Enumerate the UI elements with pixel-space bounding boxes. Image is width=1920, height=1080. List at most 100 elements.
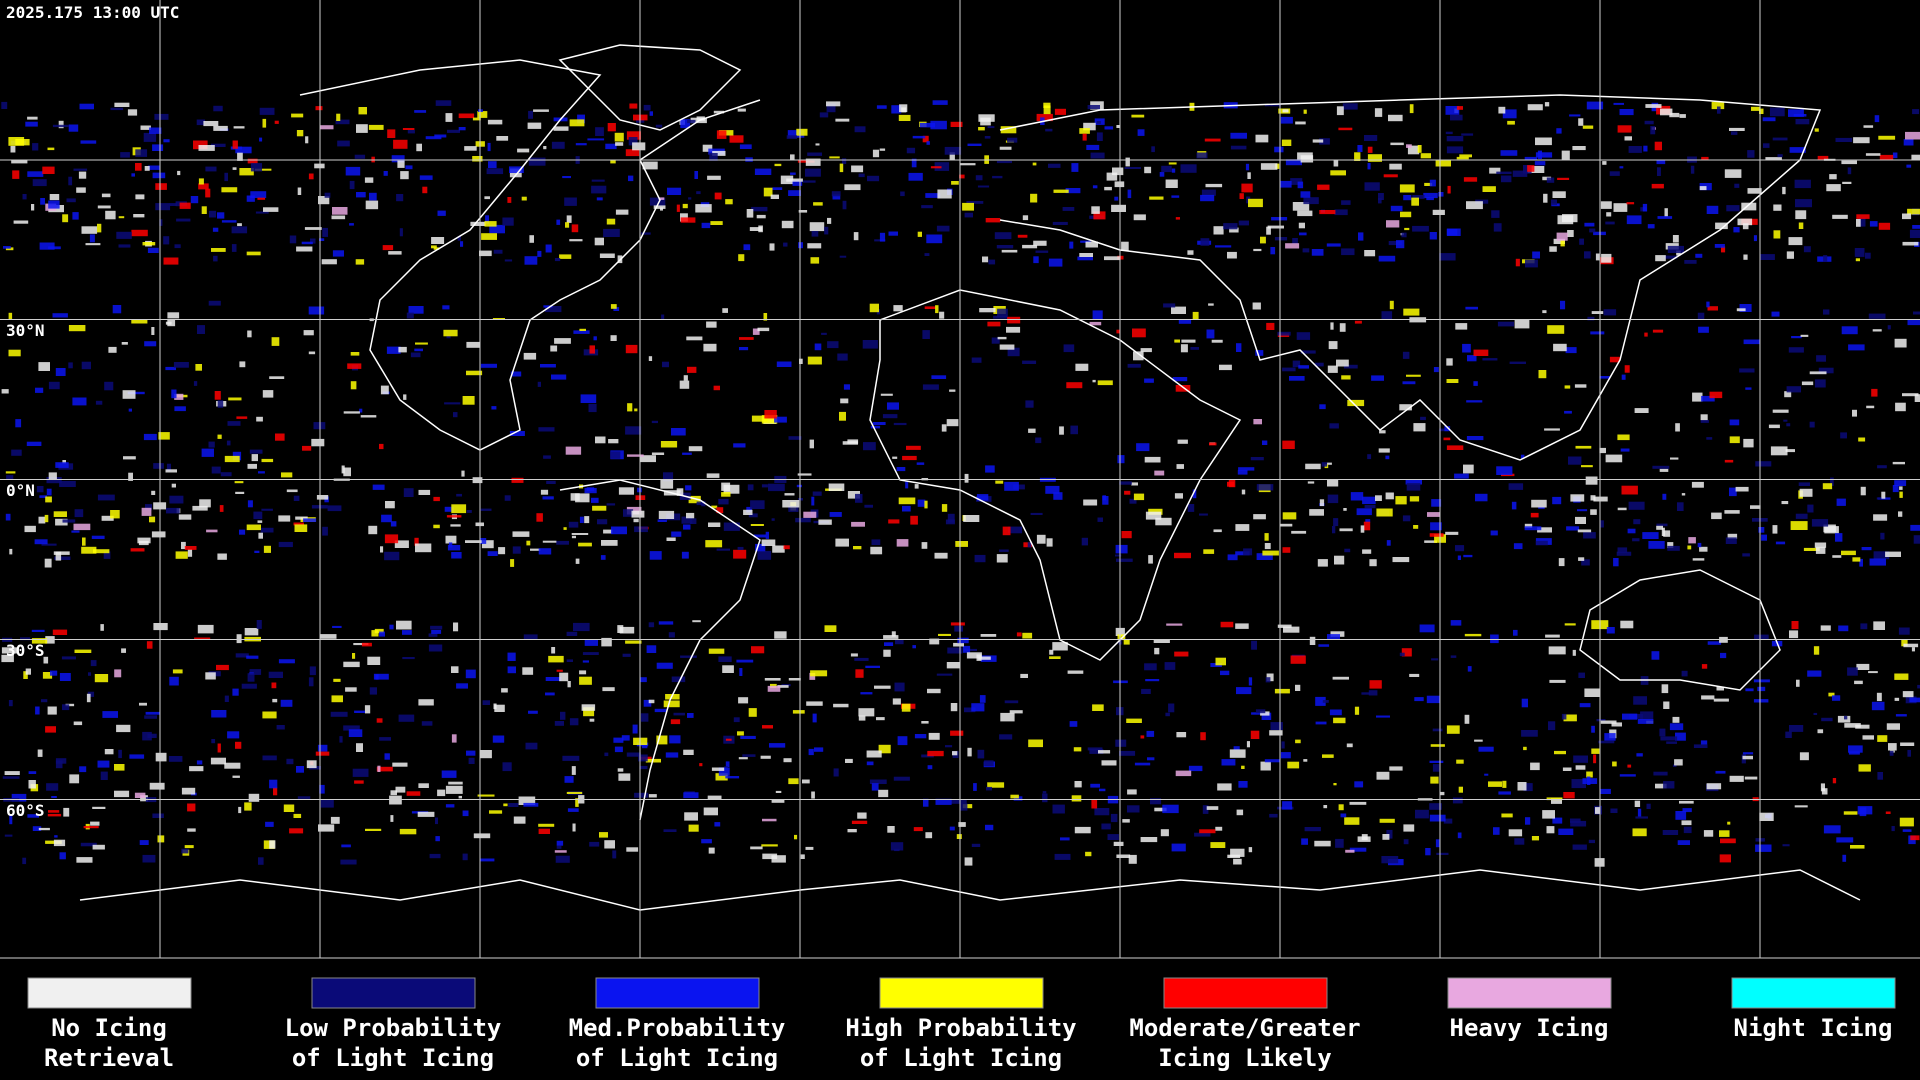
- icing-pixel: [1166, 623, 1183, 626]
- icing-pixel: [456, 683, 468, 689]
- icing-pixel: [1405, 479, 1422, 485]
- icing-pixel: [566, 215, 572, 223]
- icing-pixel: [1230, 848, 1245, 857]
- icing-pixel: [1456, 106, 1463, 110]
- icing-pixel: [1389, 163, 1402, 170]
- icing-pixel: [377, 765, 381, 772]
- icing-pixel: [855, 493, 863, 503]
- icing-pixel: [1877, 465, 1887, 469]
- icing-pixel: [999, 146, 1012, 150]
- icing-pixel: [181, 848, 189, 854]
- icing-pixel: [1626, 215, 1642, 225]
- icing-pixel: [1877, 735, 1888, 742]
- icing-pixel: [1765, 157, 1782, 160]
- icing-pixel: [249, 669, 262, 675]
- icing-pixel: [151, 490, 156, 495]
- icing-pixel: [1175, 770, 1192, 777]
- icing-pixel: [1502, 780, 1507, 788]
- icing-pixel: [447, 129, 460, 133]
- icing-pixel: [1743, 339, 1760, 345]
- icing-pixel: [1079, 253, 1093, 257]
- icing-pixel: [1438, 192, 1444, 197]
- icing-pixel: [1747, 150, 1755, 158]
- icing-pixel: [1343, 364, 1358, 369]
- icing-pixel: [739, 347, 749, 351]
- icing-pixel: [39, 242, 55, 250]
- icing-pixel: [1236, 809, 1244, 816]
- icing-pixel: [1215, 657, 1226, 666]
- icing-pixel: [1514, 838, 1525, 845]
- icing-pixel: [1823, 524, 1836, 533]
- icing-pixel: [742, 754, 756, 757]
- icing-pixel: [144, 341, 157, 347]
- icing-pixel: [1739, 304, 1752, 312]
- icing-pixel: [48, 810, 60, 813]
- icing-pixel: [34, 539, 48, 545]
- icing-pixel: [1482, 358, 1498, 361]
- icing-pixel: [83, 826, 99, 829]
- icing-pixel: [1154, 647, 1160, 655]
- icing-pixel: [217, 400, 224, 408]
- icing-pixel: [1636, 753, 1643, 757]
- icing-pixel: [1104, 186, 1112, 191]
- icing-pixel: [1640, 711, 1654, 720]
- icing-pixel: [1237, 470, 1248, 475]
- icing-pixel: [90, 660, 97, 667]
- icing-pixel: [1716, 686, 1724, 691]
- icing-pixel: [575, 493, 590, 503]
- icing-pixel: [314, 163, 325, 169]
- icing-pixel: [341, 844, 351, 848]
- icing-pixel: [1429, 533, 1444, 537]
- icing-pixel: [1467, 355, 1477, 362]
- icing-pixel: [356, 743, 363, 752]
- icing-pixel: [1662, 830, 1679, 835]
- icing-pixel: [1538, 506, 1545, 509]
- icing-pixel: [232, 688, 239, 696]
- icing-pixel: [1101, 760, 1117, 766]
- icing-pixel: [1094, 808, 1110, 816]
- icing-pixel: [1429, 814, 1446, 822]
- icing-pixel: [1065, 188, 1081, 194]
- icing-pixel: [761, 539, 776, 546]
- icing-pixel: [921, 721, 929, 724]
- icing-pixel: [151, 327, 155, 335]
- icing-pixel: [569, 239, 583, 242]
- icing-pixel: [1042, 793, 1048, 803]
- icing-pixel: [787, 130, 805, 138]
- icing-pixel: [1588, 839, 1595, 844]
- icing-pixel: [1403, 839, 1409, 845]
- icing-pixel: [872, 422, 886, 425]
- icing-pixel: [1537, 527, 1552, 533]
- icing-pixel: [1096, 132, 1103, 141]
- icing-pixel: [1, 389, 9, 394]
- icing-pixel: [597, 519, 608, 525]
- icing-pixel: [345, 687, 357, 692]
- icing-pixel: [1443, 818, 1453, 824]
- icing-pixel: [1466, 201, 1483, 210]
- icing-pixel: [1672, 235, 1679, 243]
- icing-pixel: [1117, 634, 1126, 641]
- icing-pixel: [1208, 303, 1214, 306]
- icing-pixel: [1455, 545, 1465, 552]
- icing-pixel: [527, 122, 542, 129]
- icing-pixel: [548, 655, 564, 663]
- icing-pixel: [1621, 374, 1626, 380]
- icing-pixel: [1850, 845, 1865, 849]
- icing-pixel: [935, 305, 939, 314]
- icing-pixel: [236, 634, 242, 644]
- icing-pixel: [52, 313, 68, 318]
- icing-pixel: [1260, 163, 1278, 170]
- icing-pixel: [1154, 470, 1165, 476]
- icing-pixel: [210, 143, 226, 147]
- icing-pixel: [211, 710, 227, 718]
- icing-pixel: [1389, 300, 1394, 310]
- icing-pixel: [1104, 126, 1114, 130]
- icing-pixel: [571, 533, 589, 535]
- icing-pixel: [1177, 439, 1188, 444]
- icing-pixel: [1572, 146, 1586, 151]
- icing-pixel: [1445, 106, 1460, 115]
- icing-pixel: [1709, 391, 1723, 399]
- icing-pixel: [399, 828, 417, 835]
- icing-pixel: [1706, 783, 1722, 790]
- icing-pixel: [246, 195, 255, 202]
